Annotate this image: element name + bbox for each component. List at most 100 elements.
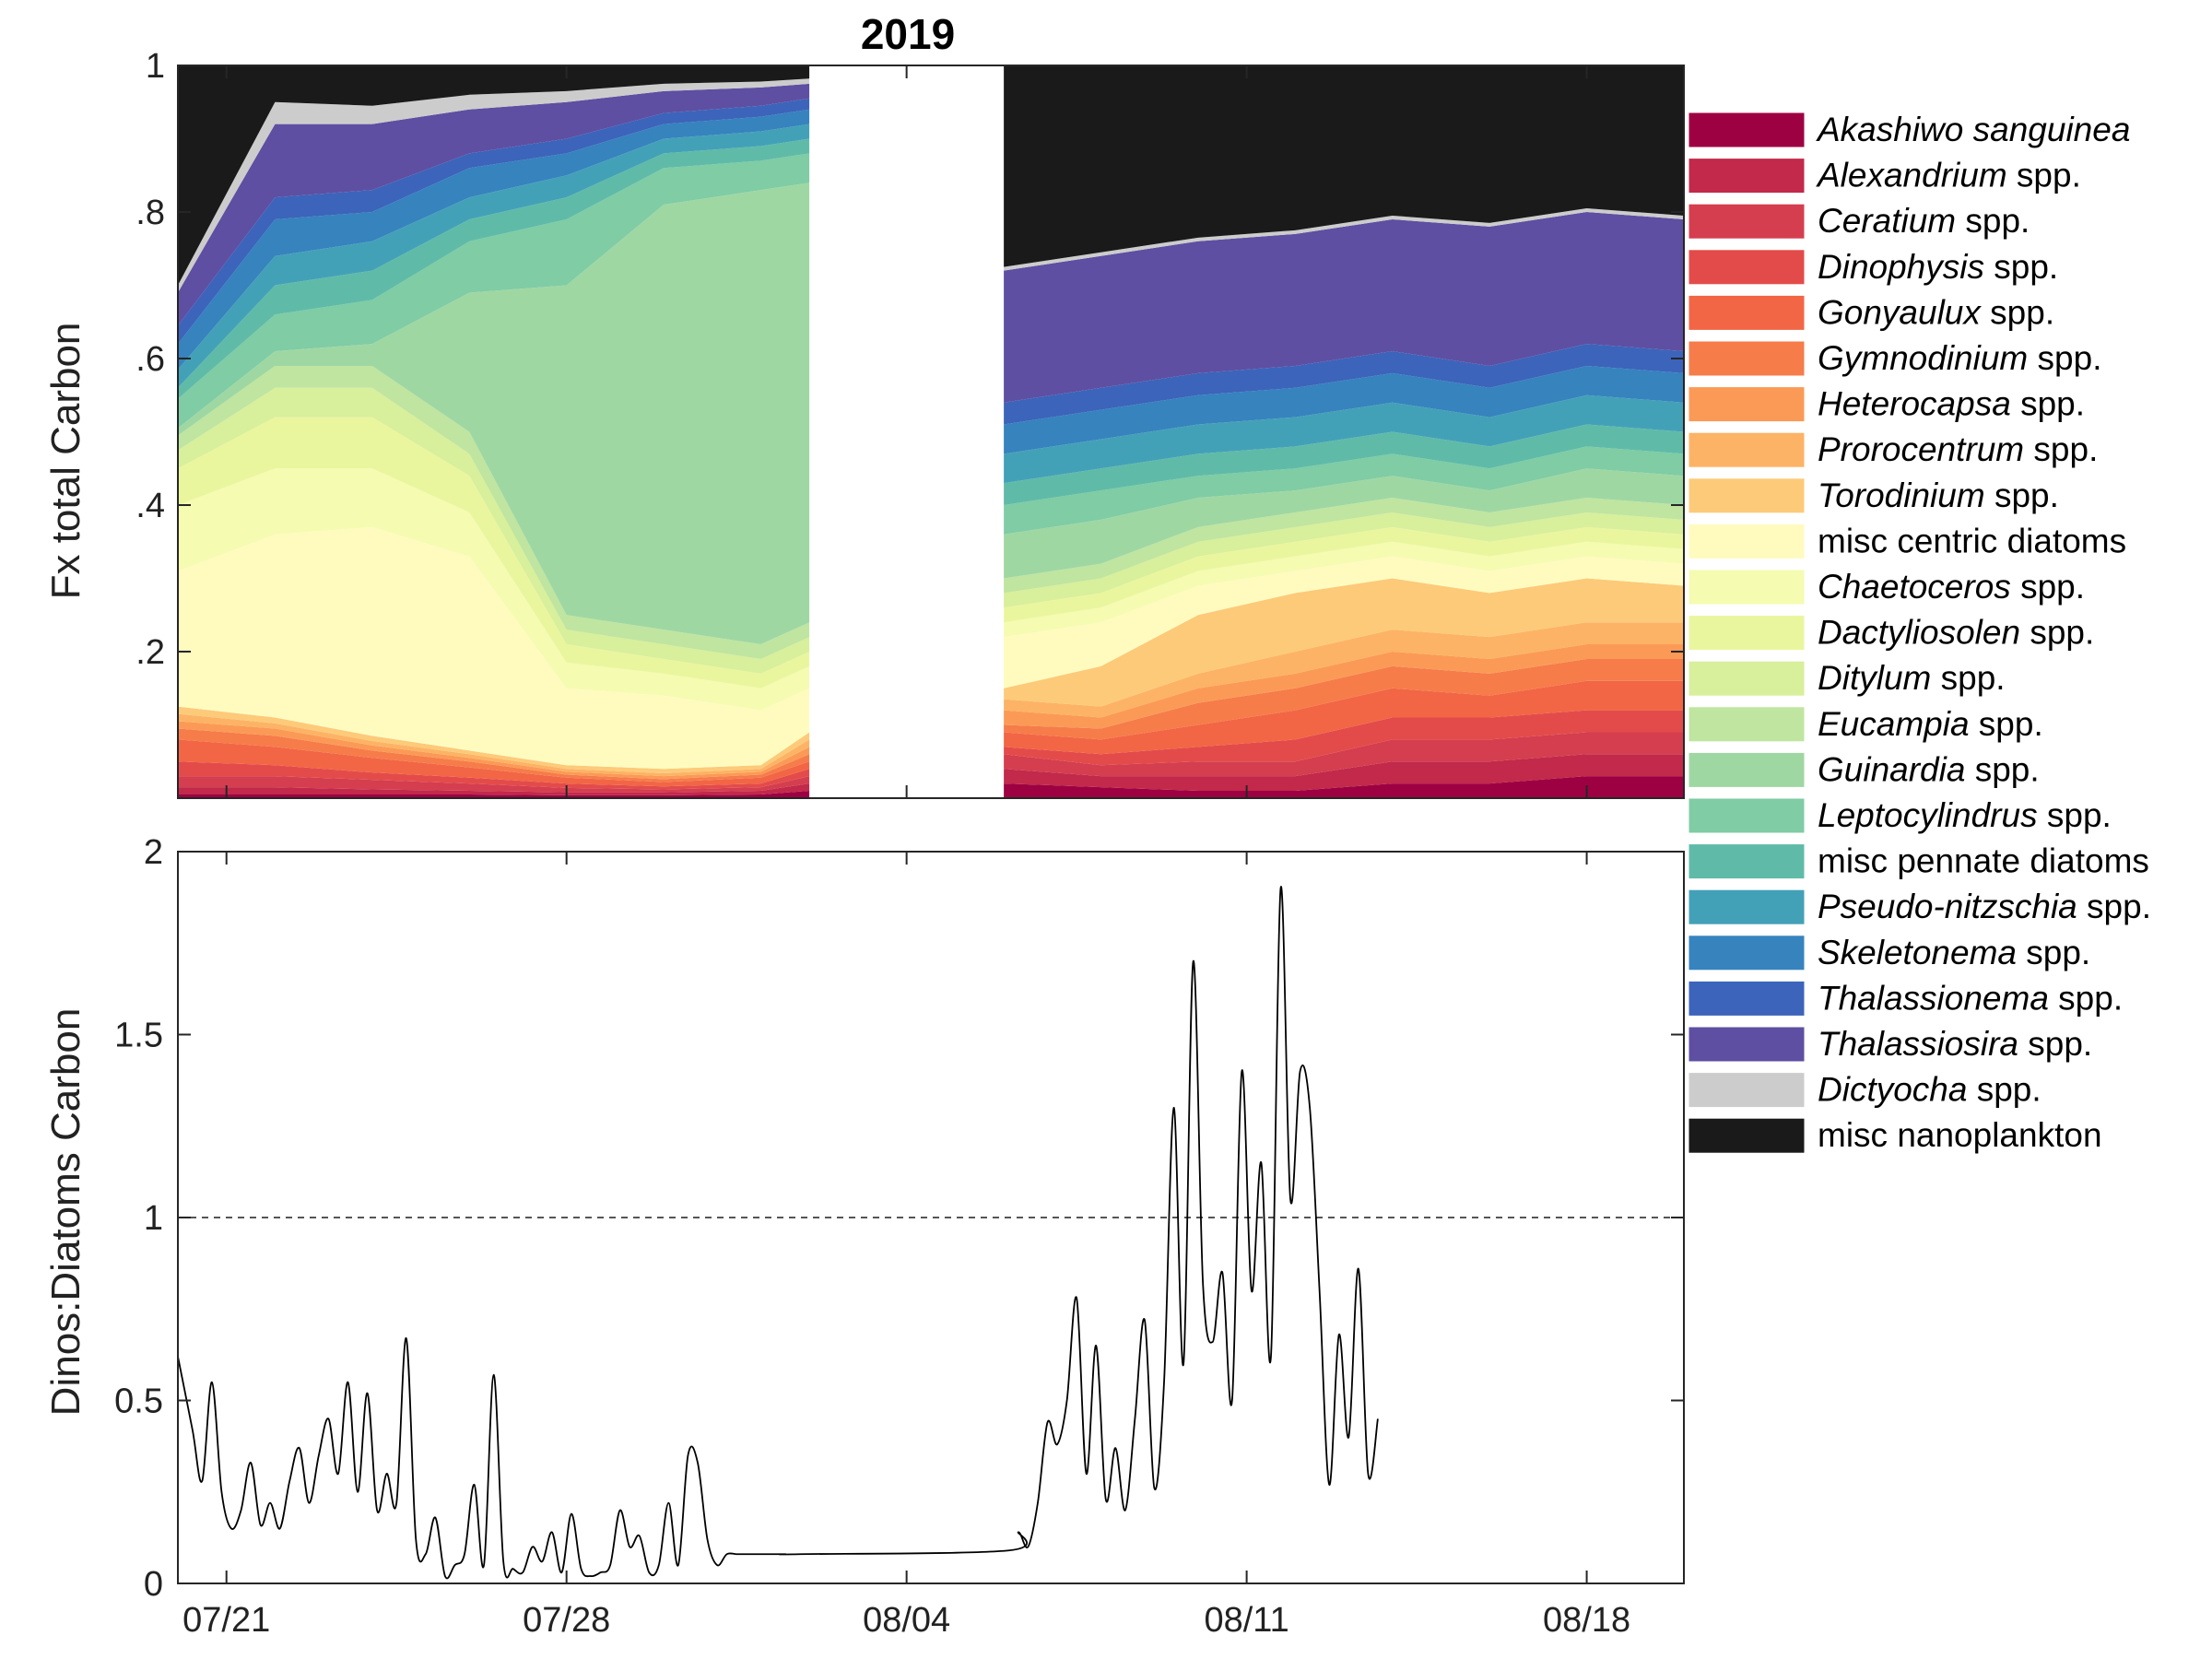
area-chaetoceros-spp--seg0 [178, 468, 810, 711]
bottom-ytick-label: 1.5 [114, 1017, 163, 1055]
legend-swatch-leptocylindrus-spp- [1688, 797, 1806, 834]
legend-label-thalassiosira-spp-: Thalassiosira spp. [1818, 1025, 2092, 1063]
area-alexandrium-spp--seg1 [1004, 754, 1684, 792]
bottom-xtick-label: 08/04 [863, 1601, 950, 1640]
legend-label-ceratium-spp-: Ceratium spp. [1818, 202, 2030, 240]
legend-label-suffix: spp. [2017, 934, 2090, 971]
legend-swatch-skeletonema-spp- [1688, 935, 1806, 971]
legend-label-misc-pennate-diatoms: misc pennate diatoms [1818, 842, 2149, 880]
area-dactyliosolen-spp--seg1 [1004, 526, 1684, 623]
area-leptocylindrus-spp--seg1 [1004, 446, 1684, 535]
area-misc-pennate-diatoms-seg1 [1004, 424, 1684, 505]
legend-label-italic: Gonyaulux [1818, 293, 1982, 331]
legend-swatch-thalassionema-spp- [1688, 980, 1806, 1017]
legend-label-ditylum-spp-: Ditylum spp. [1818, 659, 2006, 697]
area-heterocapsa-spp--seg1 [1004, 644, 1684, 729]
legend-swatch-misc-centric-diatoms [1688, 523, 1806, 559]
area-ditylum-spp--seg1 [1004, 512, 1684, 608]
top-axes: .2 .4 .6 .8 1 [135, 47, 1685, 799]
area-leptocylindrus-spp--seg0 [178, 153, 810, 429]
legend-label-gymnodinium-spp-: Gymnodinium spp. [1818, 339, 2101, 377]
legend-swatch-gonyaulux-spp- [1688, 294, 1806, 331]
area-skeletonema-spp--seg0 [178, 109, 810, 370]
legend-label-guinardia-spp-: Guinardia spp. [1818, 750, 2040, 788]
legend-label-italic: Dinophysis [1818, 248, 1984, 286]
top-ytick-label: .2 [135, 633, 165, 672]
legend-label-chaetoceros-spp-: Chaetoceros spp. [1818, 568, 2085, 606]
legend-label-italic: Torodinium [1818, 477, 1985, 514]
legend-label-thalassionema-spp-: Thalassionema spp. [1818, 979, 2123, 1017]
legend-label-suffix: spp. [1965, 750, 2039, 788]
legend-swatch-heterocapsa-spp- [1688, 386, 1806, 423]
area-prorocentrum-spp--seg0 [178, 713, 810, 777]
area-gonyaulux-spp--seg1 [1004, 680, 1684, 755]
legend-label-suffix: spp. [1985, 477, 2059, 514]
legend-label-italic: Chaetoceros [1818, 568, 2011, 606]
area-thalassionema-spp--seg1 [1004, 344, 1684, 425]
legend-swatch-torodinium-spp- [1688, 477, 1806, 514]
bottom-xtick-label: 08/18 [1543, 1601, 1630, 1640]
top-ylabel: Fx total Carbon [43, 323, 88, 600]
area-eucampia-spp--seg1 [1004, 498, 1684, 594]
legend-swatch-ditylum-spp- [1688, 660, 1806, 697]
legend-label-skeletonema-spp-: Skeletonema spp. [1818, 934, 2090, 971]
legend-label-italic: Dictyocha [1818, 1071, 1967, 1109]
legend-swatch-akashiwo-sanguinea [1688, 112, 1806, 148]
area-torodinium-spp--seg1 [1004, 578, 1684, 707]
legend-label-misc-centric-diatoms: misc centric diatoms [1818, 522, 2126, 559]
top-axes-box [177, 65, 1685, 799]
bottom-ytick-label: 0.5 [114, 1382, 163, 1421]
area-guinardia-spp--seg1 [1004, 468, 1684, 579]
area-ceratium-spp--seg0 [178, 776, 810, 793]
area-misc-nanoplankton-seg1 [1004, 65, 1684, 267]
legend-swatch-ceratium-spp- [1688, 203, 1806, 240]
legend-label-suffix: spp. [2018, 1025, 2092, 1063]
bottom-xtick-label: 07/28 [523, 1601, 610, 1640]
area-ceratium-spp--seg1 [1004, 732, 1684, 777]
legend-swatch-misc-nanoplankton [1688, 1117, 1806, 1154]
legend-label-eucampia-spp-: Eucampia spp. [1818, 705, 2043, 743]
area-torodinium-spp--seg0 [178, 706, 810, 773]
area-ditylum-spp--seg0 [178, 387, 810, 674]
top-ytick-label: .4 [135, 487, 165, 525]
legend-label-italic: Thalassiosira [1818, 1025, 2018, 1063]
area-gymnodinium-spp--seg0 [178, 728, 810, 782]
legend-label-prorocentrum-spp-: Prorocentrum spp. [1818, 430, 2098, 468]
ratio-series-line [178, 886, 1379, 1580]
area-misc-centric-diatoms-seg0 [178, 526, 810, 770]
legend-label-gonyaulux-spp-: Gonyaulux spp. [1818, 293, 2054, 331]
area-dactyliosolen-spp--seg0 [178, 417, 810, 688]
legend-label-dictyocha-spp-: Dictyocha spp. [1818, 1071, 2041, 1109]
area-dinophysis-spp--seg0 [178, 761, 810, 790]
legend-label-italic: Ceratium [1818, 202, 1956, 240]
legend-label-suffix: spp. [1956, 202, 2030, 240]
legend-label-italic: Gymnodinium [1818, 339, 2028, 377]
legend-label-suffix: spp. [2049, 979, 2123, 1017]
legend-swatch-dinophysis-spp- [1688, 249, 1806, 286]
legend-label-dactyliosolen-spp-: Dactyliosolen spp. [1818, 614, 2094, 652]
legend-swatch-chaetoceros-spp- [1688, 569, 1806, 606]
legend-swatch-eucampia-spp- [1688, 706, 1806, 743]
area-pseudo-nitzschia-spp--seg1 [1004, 394, 1684, 484]
area-dinophysis-spp--seg1 [1004, 710, 1684, 766]
legend-label-suffix: spp. [2007, 157, 2081, 194]
legend-label-suffix: spp. [1981, 293, 2054, 331]
legend-label-suffix: spp. [2028, 339, 2101, 377]
legend-label-italic: Leptocylindrus [1818, 796, 2038, 834]
legend-label-italic: Ditylum [1818, 659, 1931, 697]
legend-label-italic: Eucampia [1818, 705, 1970, 743]
legend-label-italic: Guinardia [1818, 750, 1965, 788]
area-heterocapsa-spp--seg0 [178, 721, 810, 780]
legend-swatch-alexandrium-spp- [1688, 158, 1806, 194]
area-misc-centric-diatoms-seg1 [1004, 556, 1684, 688]
legend-label-suffix: spp. [2011, 385, 2085, 423]
bottom-axes-box [177, 851, 1685, 1584]
legend-label-suffix: spp. [1984, 248, 2058, 286]
legend-label-torodinium-spp-: Torodinium spp. [1818, 477, 2059, 514]
legend-label-pseudo-nitzschia-spp-: Pseudo-nitzschia spp. [1818, 888, 2151, 925]
top-ytick-label: 1 [146, 47, 165, 86]
legend-label-suffix: spp. [2024, 430, 2098, 468]
area-misc-nanoplankton-seg0 [178, 65, 810, 286]
bottom-ylabel: Dinos:Diatoms Carbon [43, 1008, 88, 1417]
